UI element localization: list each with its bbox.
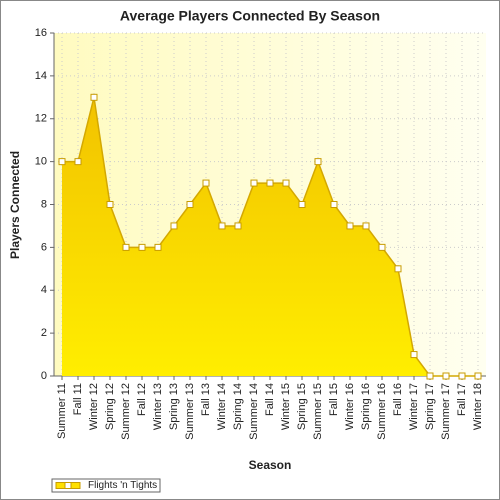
area	[62, 97, 478, 376]
point	[154, 243, 162, 251]
y-tick-label: 0	[41, 370, 47, 382]
x-tick-label: Fall 14	[264, 383, 276, 416]
x-tick-label: Summer 17	[440, 383, 452, 440]
x-tick-label: Summer 13	[184, 383, 196, 440]
legend-label: Flights 'n Tights	[88, 480, 157, 491]
x-tick-label: Summer 12	[120, 383, 132, 440]
x-tick-label: Spring 12	[104, 383, 116, 430]
y-axis-title: Players Connected	[8, 151, 22, 259]
point	[122, 243, 130, 251]
x-tick-label: Fall 12	[136, 383, 148, 416]
x-tick-label: Winter 15	[280, 383, 292, 430]
x-tick-label: Spring 15	[296, 383, 308, 430]
point	[378, 243, 386, 251]
x-tick-label: Winter 17	[408, 383, 420, 430]
x-tick-label: Winter 13	[152, 383, 164, 430]
point	[394, 265, 402, 273]
point	[138, 243, 146, 251]
point	[346, 222, 354, 230]
x-tick-label: Fall 16	[392, 383, 404, 416]
x-tick-label: Summer 14	[248, 383, 260, 440]
point	[170, 222, 178, 230]
point	[202, 179, 210, 187]
legend: Flights 'n Tights	[51, 478, 161, 493]
point	[74, 158, 82, 166]
x-tick-label: Fall 17	[456, 383, 468, 416]
y-tick-label: 6	[41, 241, 47, 253]
legend-marker	[64, 482, 72, 489]
point	[218, 222, 226, 230]
point	[282, 179, 290, 187]
x-tick-label: Spring 16	[360, 383, 372, 430]
y-tick-label: 2	[41, 327, 47, 339]
x-tick-label: Fall 13	[200, 383, 212, 416]
point	[410, 351, 418, 359]
x-tick-label: Spring 14	[232, 383, 244, 430]
x-tick-label: Fall 15	[328, 383, 340, 416]
point	[186, 201, 194, 208]
point	[234, 222, 242, 230]
x-tick-label: Summer 16	[376, 383, 388, 440]
y-tick-label: 16	[35, 27, 47, 39]
y-tick-label: 10	[35, 156, 47, 168]
x-tick-label: Winter 18	[472, 383, 484, 430]
x-tick-label: Summer 15	[312, 383, 324, 440]
x-tick-label: Fall 11	[72, 383, 84, 415]
y-tick-label: 8	[41, 198, 47, 210]
point	[266, 179, 274, 187]
point	[298, 201, 306, 208]
point	[250, 179, 258, 187]
x-tick-label: Spring 17	[424, 383, 436, 430]
y-tick-label: 12	[35, 113, 47, 125]
point	[314, 158, 322, 166]
point	[426, 372, 434, 380]
point	[106, 201, 114, 208]
point	[58, 158, 66, 166]
chart-title: Average Players Connected By Season	[120, 8, 380, 24]
point	[330, 201, 338, 208]
point	[474, 372, 482, 380]
x-axis-title: Season	[249, 458, 292, 472]
x-tick-label: Winter 16	[344, 383, 356, 430]
point	[442, 372, 450, 380]
y-tick-label: 14	[35, 70, 47, 82]
point	[458, 372, 466, 380]
point	[362, 222, 370, 230]
x-tick-label: Spring 13	[168, 383, 180, 430]
x-tick-label: Summer 11	[56, 383, 68, 439]
y-tick-label: 4	[41, 284, 47, 296]
point	[90, 93, 98, 101]
x-tick-label: Winter 12	[88, 383, 100, 430]
x-tick-label: Winter 14	[216, 383, 228, 430]
